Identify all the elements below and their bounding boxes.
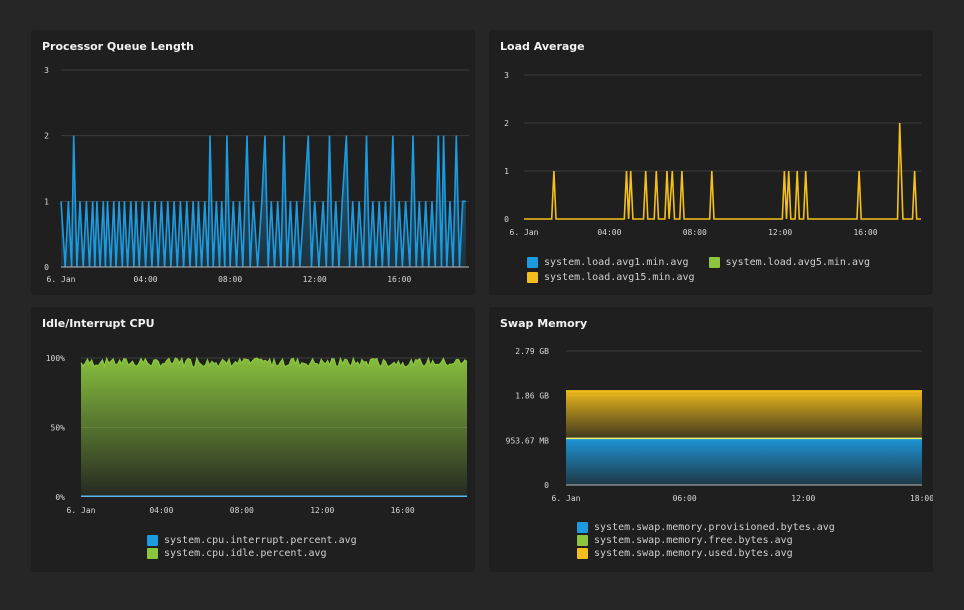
legend-item[interactable]: system.load.avg15.min.avg xyxy=(527,271,695,284)
panel-processor-queue: Processor Queue Length 0 1 2 3 6. Jan 04:00 08… xyxy=(31,30,475,295)
load-chart: 0 1 2 3 6. Jan 04:00 08:00 12:00 16:00 xyxy=(504,71,921,237)
legend-label: system.load.avg1.min.avg xyxy=(544,257,689,268)
series-area xyxy=(566,438,922,485)
panel-swap-memory: Swap Memory 0 953.67 MB 1.86 GB 2.79 GB 6. J… xyxy=(489,307,933,572)
series-line xyxy=(80,356,468,370)
y-tick-label: 1 xyxy=(44,197,49,206)
x-tick-label: 08:00 xyxy=(218,275,242,284)
legend: system.swap.memory.provisioned.bytes.avg… xyxy=(577,521,927,560)
y-tick-label: 1 xyxy=(504,167,509,176)
swatch-green xyxy=(147,548,158,559)
x-tick-label: 18:00 xyxy=(910,494,933,503)
legend-item[interactable]: system.swap.memory.used.bytes.avg xyxy=(577,547,913,560)
legend-label: system.cpu.interrupt.percent.avg xyxy=(164,535,357,546)
legend-label: system.load.avg15.min.avg xyxy=(544,272,695,283)
legend-label: system.load.avg5.min.avg xyxy=(725,257,871,268)
x-tick-label: 06:00 xyxy=(673,494,697,503)
y-tick-label: 2.79 GB xyxy=(515,347,549,356)
panel-title: Processor Queue Length xyxy=(42,40,194,53)
legend-label: system.swap.memory.used.bytes.avg xyxy=(594,548,793,559)
series-area xyxy=(81,358,467,497)
y-tick-label: 2 xyxy=(44,132,49,141)
y-tick-label: 0% xyxy=(55,493,65,502)
y-tick-label: 0 xyxy=(504,215,509,224)
panel-title: Swap Memory xyxy=(500,317,588,330)
swatch-blue xyxy=(147,535,158,546)
legend-label: system.swap.memory.provisioned.bytes.avg xyxy=(594,522,835,533)
legend-item[interactable]: system.load.avg5.min.avg xyxy=(708,256,871,269)
legend-item[interactable]: system.swap.memory.provisioned.bytes.avg xyxy=(577,521,913,534)
y-tick-label: 953.67 MB xyxy=(506,436,550,445)
x-tick-label: 16:00 xyxy=(853,228,877,237)
swatch-green xyxy=(577,535,588,546)
y-tick-label: 1.86 GB xyxy=(515,392,549,401)
x-tick-label: 12:00 xyxy=(791,494,815,503)
series-area xyxy=(566,390,922,439)
y-tick-label: 0 xyxy=(544,481,549,490)
queue-chart: 0 1 2 3 6. Jan 04:00 08:00 12:00 16:00 xyxy=(44,66,469,284)
panel-title: Load Average xyxy=(500,40,585,53)
legend-label: system.swap.memory.free.bytes.avg xyxy=(594,535,793,546)
swatch-yellow xyxy=(527,272,538,283)
swatch-blue xyxy=(527,257,538,268)
y-tick-label: 0 xyxy=(44,263,49,272)
legend-item[interactable]: system.cpu.interrupt.percent.avg xyxy=(147,534,453,547)
swap-chart: 0 953.67 MB 1.86 GB 2.79 GB 6. Jan 06:00 12:00… xyxy=(506,347,933,503)
swatch-green xyxy=(708,257,720,268)
y-tick-label: 50% xyxy=(51,424,66,433)
x-tick-label: 12:00 xyxy=(303,275,327,284)
series-line xyxy=(60,135,466,268)
x-tick-label: 16:00 xyxy=(391,506,415,515)
x-tick-label: 04:00 xyxy=(134,275,158,284)
y-tick-label: 100% xyxy=(46,354,65,363)
x-tick-label: 04:00 xyxy=(149,506,173,515)
swatch-blue xyxy=(577,522,588,533)
legend-label: system.cpu.idle.percent.avg xyxy=(164,548,327,559)
panel-idle-interrupt-cpu: Idle/Interrupt CPU 0% 50% 100% 6. Jan 04:00 0… xyxy=(31,307,475,572)
y-tick-label: 2 xyxy=(504,119,509,128)
y-tick-label: 3 xyxy=(504,71,509,80)
x-tick-label: 6. Jan xyxy=(552,494,581,503)
y-tick-label: 3 xyxy=(44,66,49,75)
x-tick-label: 6. Jan xyxy=(47,275,76,284)
panel-load-average: Load Average 0 1 2 3 6. Jan 04:00 08:00 12:00 16… xyxy=(489,30,933,295)
legend-item[interactable]: system.swap.memory.free.bytes.avg xyxy=(577,534,913,547)
x-tick-label: 12:00 xyxy=(310,506,334,515)
x-tick-label: 16:00 xyxy=(387,275,411,284)
legend: system.load.avg1.min.avg system.load.avg… xyxy=(527,256,927,286)
x-tick-label: 6. Jan xyxy=(510,228,539,237)
series-line xyxy=(524,122,921,220)
x-tick-label: 6. Jan xyxy=(67,506,96,515)
cpu-chart: 0% 50% 100% 6. Jan 04:00 08:00 12:00 16:00 xyxy=(46,354,468,515)
x-tick-label: 12:00 xyxy=(768,228,792,237)
panel-title: Idle/Interrupt CPU xyxy=(42,317,155,330)
legend-item[interactable]: system.load.avg1.min.avg xyxy=(527,256,689,269)
x-tick-label: 08:00 xyxy=(230,506,254,515)
x-tick-label: 08:00 xyxy=(683,228,707,237)
legend: system.cpu.interrupt.percent.avg system.… xyxy=(147,534,467,560)
swatch-yellow xyxy=(577,548,588,559)
x-tick-label: 04:00 xyxy=(597,228,621,237)
legend-item[interactable]: system.cpu.idle.percent.avg xyxy=(147,547,453,560)
